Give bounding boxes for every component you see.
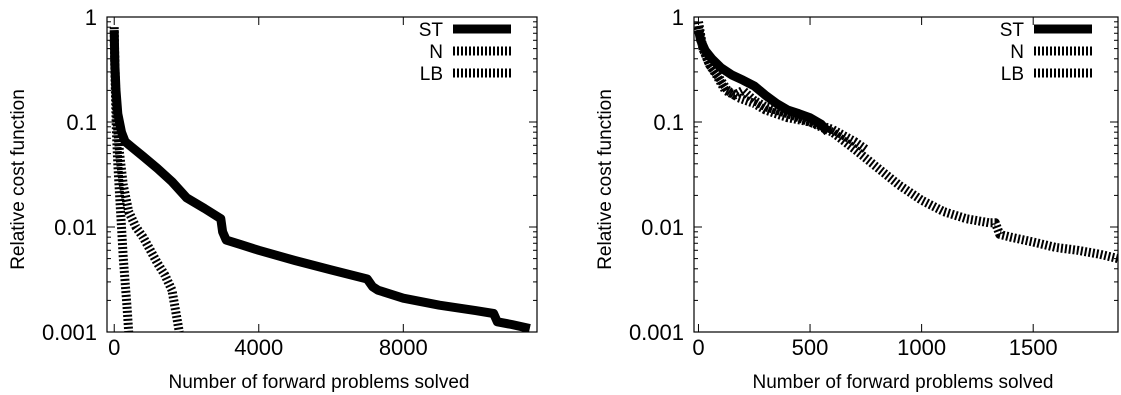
x-tick-label: 0 xyxy=(692,335,704,360)
x-tick-label: 4000 xyxy=(234,335,283,360)
y-axis-label: Relative cost function xyxy=(595,89,616,270)
plot-frame xyxy=(106,16,538,333)
x-tick-label: 0 xyxy=(108,335,120,360)
y-tick-label: 0.1 xyxy=(66,110,97,135)
series-line-lb xyxy=(109,27,134,332)
legend-label-st: ST xyxy=(1000,20,1025,41)
plot-frame xyxy=(693,16,1119,333)
series-line-st xyxy=(694,29,832,136)
series-line-lb xyxy=(694,26,869,153)
chart-1: 0.001 0.01 0.1 1 0 4000 8000 Number of forward … xyxy=(8,5,538,393)
x-axis-label: Number of forward problems solved xyxy=(753,372,1054,393)
y-tick-label: 1 xyxy=(85,5,97,30)
y-tick-label: 0.001 xyxy=(629,320,684,345)
series-group xyxy=(694,21,1118,263)
y-tick-label: 1 xyxy=(672,5,684,30)
legend-label-st: ST xyxy=(419,20,444,41)
x-tick-label: 1000 xyxy=(897,335,946,360)
series-line-n xyxy=(694,21,1118,263)
y-tick-label: 0.01 xyxy=(54,215,97,240)
chart-2: 0.001 0.01 0.1 1 0 500 1000 1500 Number of forwa… xyxy=(595,5,1119,393)
legend-label-lb: LB xyxy=(420,64,443,85)
x-tick-label: 8000 xyxy=(379,335,428,360)
y-axis-label: Relative cost function xyxy=(8,89,29,270)
legend-label-n: N xyxy=(429,42,443,63)
x-axis-label: Number of forward problems solved xyxy=(169,372,470,393)
y-tick-label: 0.1 xyxy=(653,110,684,135)
y-tick-label: 0.01 xyxy=(641,215,684,240)
y-tick-label: 0.001 xyxy=(42,320,97,345)
legend-label-lb: LB xyxy=(1001,64,1024,85)
legend-label-n: N xyxy=(1010,42,1024,63)
series-group xyxy=(109,27,531,332)
series-line-st xyxy=(109,30,531,332)
x-tick-label: 1500 xyxy=(1009,335,1058,360)
x-tick-label: 500 xyxy=(792,335,829,360)
